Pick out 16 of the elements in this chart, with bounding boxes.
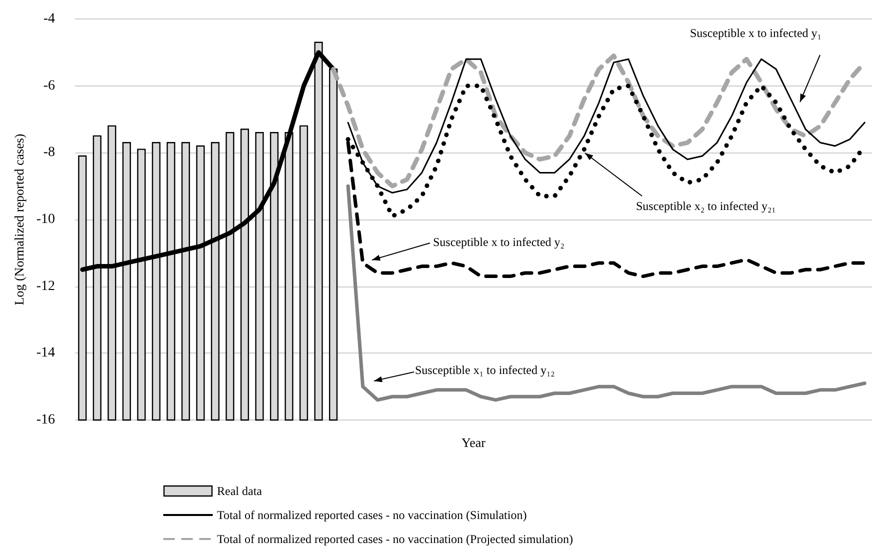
- y-tick-label: -10: [36, 212, 55, 227]
- y-tick-label: -12: [36, 278, 55, 294]
- x-axis-title: Year: [462, 435, 486, 450]
- annotation: Susceptible x to infected y₁: [690, 26, 822, 40]
- annotation: Susceptible x₁ to infected y₁₂: [415, 363, 555, 377]
- y-tick-label: -8: [43, 145, 55, 160]
- annotation: Susceptible x to infected y₂: [433, 235, 564, 249]
- legend-label: Real data: [217, 484, 263, 498]
- y-axis-title: Log (Normalized reported cases): [11, 134, 26, 306]
- legend-label: Total of normalized reported cases - no vaccination (Projected simulation): [217, 532, 574, 546]
- legend-label: Total of normalized reported cases - no vaccination (Simulation): [217, 508, 527, 522]
- y-tick-label: -14: [36, 346, 55, 361]
- y-tick-label: -16: [36, 412, 55, 428]
- annotation: Susceptible x₂ to infected y₂₁: [636, 199, 776, 213]
- y-tick-label: -6: [43, 78, 55, 94]
- y-tick-label: -4: [43, 12, 55, 26]
